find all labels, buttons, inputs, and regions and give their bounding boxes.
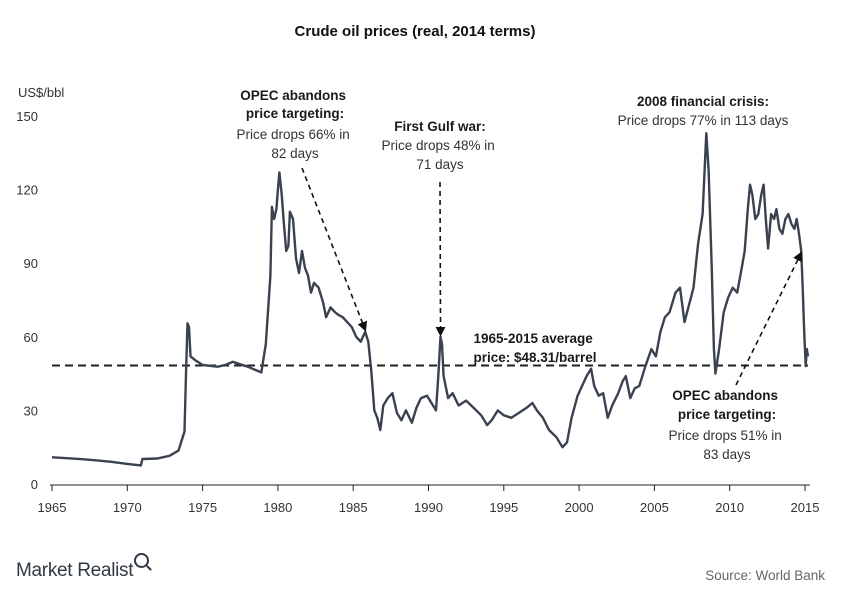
annotation-opec-2014-bold-2: price targeting:	[678, 407, 776, 422]
svg-text:1965-2015 average price:: 1965-2015 average price: $48.31/barrel	[473, 331, 596, 365]
x-tick-label: 1970	[113, 500, 142, 515]
annotation-opec-1986-text-1: Price drops 66% in	[236, 127, 349, 142]
annotation-opec-2014-text-2: 83 days	[703, 447, 751, 462]
annotation-opec-2014-arrow	[735, 251, 803, 386]
x-axis-ticks: 1965 1970 1975 1980 1985 1990 1995 2000 2005 2010…	[38, 500, 820, 515]
y-tick-label: 30	[24, 403, 38, 418]
annotation-opec-1986-arrow	[301, 167, 367, 332]
y-tick-label: 60	[24, 330, 38, 345]
annotation-opec-1986-text-2: 82 days	[271, 146, 319, 161]
annotation-opec-2014: OPEC abandons price targeting: Price dro…	[668, 251, 803, 462]
source-note: Source: World Bank	[705, 568, 825, 583]
x-tick-label: 2000	[565, 500, 594, 515]
annotation-average-bold-2: price: $48.31/barrel	[473, 350, 596, 365]
x-tick-label: 1980	[263, 500, 292, 515]
y-tick-label: 120	[16, 183, 38, 198]
y-tick-label: 90	[24, 256, 38, 271]
series-line-crude-oil-price	[51, 132, 810, 467]
y-axis-ticks: 0 30 60 90 120 150	[16, 109, 38, 492]
magnifier-icon	[134, 553, 150, 568]
y-tick-label: 150	[16, 109, 38, 124]
svg-text:2008 financial crisis:: 2008 financial crisis:	[637, 94, 769, 109]
svg-text:Price drops 66% in 82 da: Price drops 66% in 82 days	[236, 127, 353, 161]
chart-title: Crude oil prices (real, 2014 terms)	[295, 23, 536, 40]
brand-logo: Market Realist	[16, 553, 150, 582]
svg-text:Price drops 48% in 71 da: Price drops 48% in 71 days	[381, 138, 498, 172]
y-tick-label: 0	[31, 477, 38, 492]
svg-text:First Gulf war:: First Gulf war:	[394, 119, 486, 134]
annotation-opec-2014-text-1: Price drops 51% in	[668, 428, 781, 443]
annotation-average-bold-1: 1965-2015 average	[473, 331, 593, 346]
annotation-gulf-war-text-1: Price drops 48% in	[381, 138, 494, 153]
brand-name: Market Realist	[16, 560, 134, 581]
x-tick-label: 2015	[791, 500, 820, 515]
x-tick-label: 1990	[414, 500, 443, 515]
x-tick-label: 1975	[188, 500, 217, 515]
annotation-crisis-bold-1: 2008 financial crisis:	[637, 94, 769, 109]
annotation-financial-crisis: 2008 financial crisis: Price drops 77% i…	[618, 94, 789, 128]
annotation-opec-1986-bold-2: price targeting:	[246, 106, 344, 121]
svg-text:OPEC abandons price targ: OPEC abandons price targeting:	[672, 388, 782, 422]
annotation-crisis-text-1: Price drops 77% in 113 days	[618, 113, 789, 128]
x-tick-label: 1995	[489, 500, 518, 515]
annotation-gulf-war: First Gulf war: Price drops 48% in 71 da…	[381, 119, 498, 337]
svg-text:Price drops 77% in 113 days: Price drops 77% in 113 days	[618, 113, 789, 128]
annotation-average-price: 1965-2015 average price: $48.31/barrel	[473, 331, 596, 365]
x-tick-label: 1985	[339, 500, 368, 515]
x-tick-label: 1965	[38, 500, 67, 515]
y-axis-unit: US$/bbl	[18, 85, 64, 100]
svg-text:Price drops 51% in 83 da: Price drops 51% in 83 days	[668, 428, 785, 462]
svg-text:OPEC abandons price targ: OPEC abandons price targeting:	[240, 88, 350, 121]
x-tick-label: 2005	[640, 500, 669, 515]
annotation-opec-2014-bold-1: OPEC abandons	[672, 388, 778, 403]
annotation-gulf-war-text-2: 71 days	[416, 157, 464, 172]
annotation-opec-1986: OPEC abandons price targeting: Price dro…	[236, 88, 367, 332]
annotation-opec-1986-bold-1: OPEC abandons	[240, 88, 346, 103]
annotation-gulf-war-arrow	[435, 181, 446, 337]
x-tick-label: 2010	[715, 500, 744, 515]
annotation-gulf-war-bold-1: First Gulf war:	[394, 119, 486, 134]
x-axis-tick-marks	[51, 485, 806, 491]
